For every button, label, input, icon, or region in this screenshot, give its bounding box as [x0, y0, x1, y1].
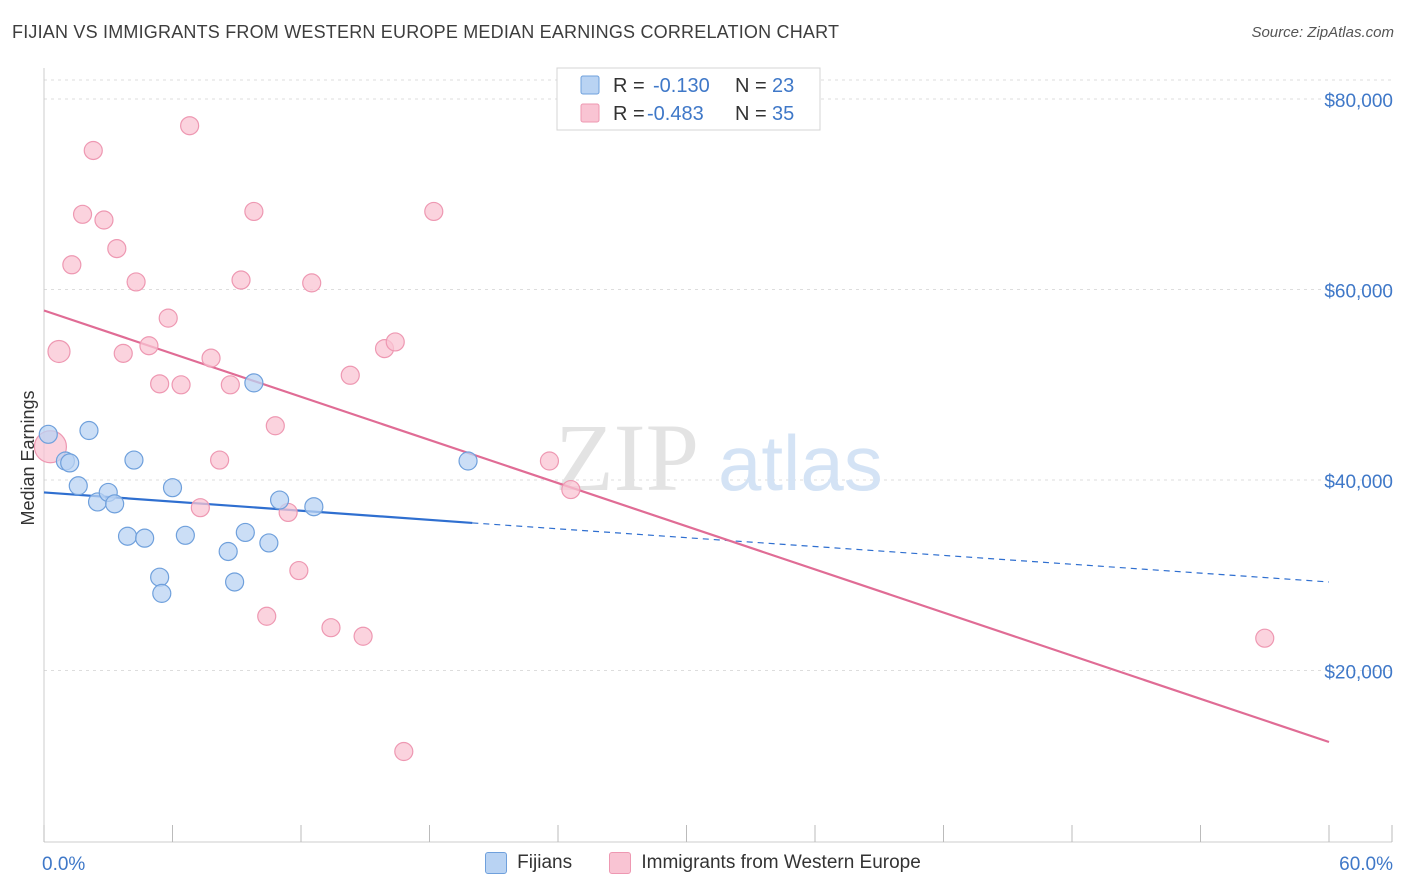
fijian-point-20: [269, 490, 290, 510]
x-tick-label-max: 60.0%: [1339, 854, 1393, 875]
immigrant-point-30: [394, 741, 414, 762]
immigrant-point-32: [539, 451, 560, 471]
fijian-point-11: [150, 567, 170, 587]
watermark-atlas: atlas: [718, 419, 883, 507]
legend-r-label-1: R =: [613, 75, 645, 97]
immigrant-point-18: [231, 270, 251, 290]
data-points: [33, 116, 1275, 762]
immigrant-point-23: [289, 560, 309, 581]
fijian-point-8: [117, 526, 138, 546]
immigrant-point-24: [302, 273, 322, 293]
tick-labels: $20,000 $40,000 $60,000 $80,000 0.0% 60.0%: [42, 91, 1393, 875]
legend-swatch-fijians: [580, 75, 600, 95]
fijian-point-3: [79, 420, 99, 441]
fijian-point-18: [244, 373, 264, 393]
immigrant-point-15: [201, 348, 221, 368]
immigrant-point-6: [107, 238, 127, 259]
immigrant-trend-line: [43, 309, 1330, 744]
immigrant-point-1: [47, 339, 71, 364]
immigrant-point-27: [353, 626, 373, 646]
fijian-point-17: [235, 522, 255, 543]
legend-n-value-2: 35: [772, 103, 794, 125]
fijian-trend-extension: [472, 522, 1330, 583]
immigrant-point-3: [72, 204, 93, 224]
immigrant-point-16: [210, 450, 230, 470]
fijian-point-19: [259, 533, 279, 553]
immigrant-point-33: [561, 479, 581, 500]
legend-item-immigrants[interactable]: Immigrants from Western Europe: [609, 852, 921, 874]
immigrant-point-31: [424, 201, 444, 222]
y-axis-label: Median Earnings: [18, 390, 38, 525]
legend-swatch-immigrants: [580, 103, 600, 123]
legend-n-value-1: 23: [772, 75, 794, 97]
legend-label-fijians: Fijians: [517, 852, 573, 873]
bottom-legend: Fijians Immigrants from Western Europe: [0, 852, 1406, 880]
fijian-point-21: [304, 497, 324, 517]
fijian-point-13: [162, 478, 183, 498]
immigrant-point-17: [220, 375, 240, 395]
immigrant-point-11: [158, 308, 178, 328]
watermark: ZIP atlas: [555, 404, 883, 511]
source-credit: Source: ZipAtlas.com: [1251, 24, 1394, 41]
legend-swatch-fijians-bottom: [485, 852, 508, 874]
legend-swatch-immigrants-bottom: [609, 852, 632, 874]
grid-lines: [44, 79, 1392, 672]
immigrant-point-20: [257, 606, 277, 626]
immigrant-point-34: [1255, 628, 1275, 648]
immigrant-point-19: [244, 201, 264, 222]
immigrant-point-2: [62, 255, 82, 275]
immigrant-point-7: [113, 343, 133, 363]
immigrant-point-25: [321, 618, 341, 638]
immigrant-point-26: [340, 365, 360, 385]
immigrant-point-10: [150, 374, 170, 394]
fijian-point-14: [175, 525, 195, 545]
y-tick-label-3: $80,000: [1324, 91, 1393, 112]
fijian-point-7: [105, 494, 125, 514]
fijian-point-2: [60, 453, 80, 473]
immigrant-point-13: [180, 116, 200, 136]
y-tick-label-0: $20,000: [1324, 663, 1393, 684]
immigrant-point-12: [171, 375, 191, 395]
fijian-point-10: [135, 528, 155, 548]
y-tick-label-2: $60,000: [1324, 282, 1393, 303]
fijian-point-9: [124, 450, 144, 470]
immigrant-point-9: [139, 336, 159, 356]
trend-lines: [43, 309, 1330, 744]
immigrant-point-5: [94, 210, 114, 230]
legend-box: R = -0.130 N = 23 R = -0.483 N = 35: [556, 67, 821, 131]
immigrant-point-8: [126, 272, 146, 292]
chart-title: FIJIAN VS IMMIGRANTS FROM WESTERN EUROPE…: [12, 22, 840, 42]
fijian-point-15: [218, 541, 238, 562]
legend-r-label-2: R =: [613, 103, 645, 125]
legend-label-immigrants: Immigrants from Western Europe: [641, 852, 921, 873]
legend-item-fijians[interactable]: Fijians: [485, 852, 572, 874]
fijian-point-0: [38, 424, 58, 444]
fijian-point-22: [458, 451, 478, 471]
immigrant-point-14: [190, 498, 210, 518]
legend-r-value-2: -0.483: [647, 103, 704, 125]
fijian-point-12: [152, 583, 172, 603]
immigrant-point-4: [83, 140, 103, 161]
legend-n-label-2: N =: [735, 103, 767, 125]
immigrant-point-29: [385, 332, 405, 352]
fijian-point-4: [68, 476, 88, 496]
y-tick-label-1: $40,000: [1324, 472, 1393, 493]
immigrant-point-21: [265, 416, 285, 436]
legend-n-label-1: N =: [735, 75, 767, 97]
fijian-point-16: [225, 572, 245, 592]
legend-r-value-1: -0.130: [653, 75, 710, 97]
x-tick-label-min: 0.0%: [42, 854, 85, 875]
